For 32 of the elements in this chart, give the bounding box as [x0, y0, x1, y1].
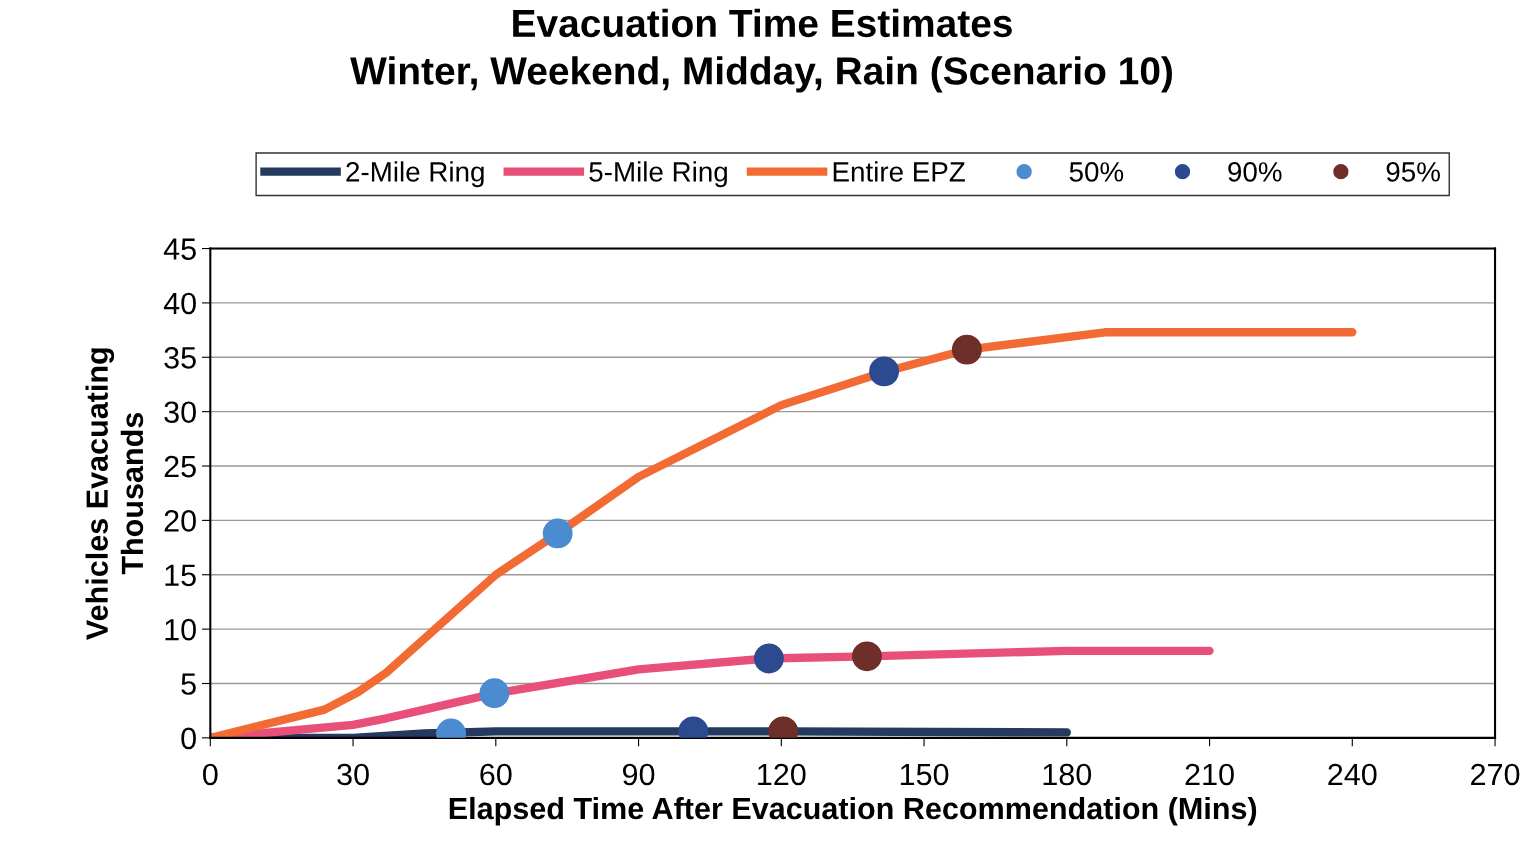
chart-title: Evacuation Time Estimates Winter, Weekend, Midday, Rain (Scenario 10) [350, 8, 1172, 93]
point [951, 334, 982, 365]
x-tick-label: 0 [203, 763, 218, 786]
x-axis-title: Elapsed Time After Evacuation Recommendation (Mins) [449, 796, 1257, 826]
x-tick-label: 30 [337, 763, 369, 786]
x-tick-label: 210 [1185, 763, 1234, 786]
legend-label: 95% [1386, 162, 1440, 182]
y-tick-label: 40 [163, 292, 196, 315]
point [869, 356, 900, 387]
y-tick-label: 20 [164, 510, 196, 532]
legend-label: 50% [1069, 162, 1124, 182]
y-axis-title: Vehicles Evacuating Thousands [85, 348, 144, 640]
x-tick-label: 150 [900, 763, 949, 786]
x-tick-label: 60 [480, 763, 512, 786]
y-tick-label: 45 [163, 238, 196, 260]
point [542, 518, 573, 549]
y-tick-label: 10 [165, 618, 196, 641]
legend-label: Entire EPZ [833, 161, 965, 182]
y-tick-label: 35 [164, 347, 196, 369]
y-tick-label: 30 [164, 401, 196, 424]
y-tick-label: 0 [181, 727, 196, 750]
x-tick-label: 240 [1328, 763, 1377, 786]
legend-label: 2-Mile Ring [346, 161, 484, 188]
x-tick-label: 120 [758, 763, 806, 786]
legend-label: 90% [1228, 162, 1282, 182]
y-tick-label: 15 [165, 564, 196, 587]
y-tick-label: 25 [164, 455, 196, 478]
legend-label: 5-Mile Ring [589, 161, 727, 188]
x-tick-label: 180 [1043, 763, 1092, 786]
x-tick-label: 90 [623, 763, 655, 786]
x-tick-label: 270 [1471, 763, 1520, 786]
y-tick-label: 5 [181, 673, 196, 695]
